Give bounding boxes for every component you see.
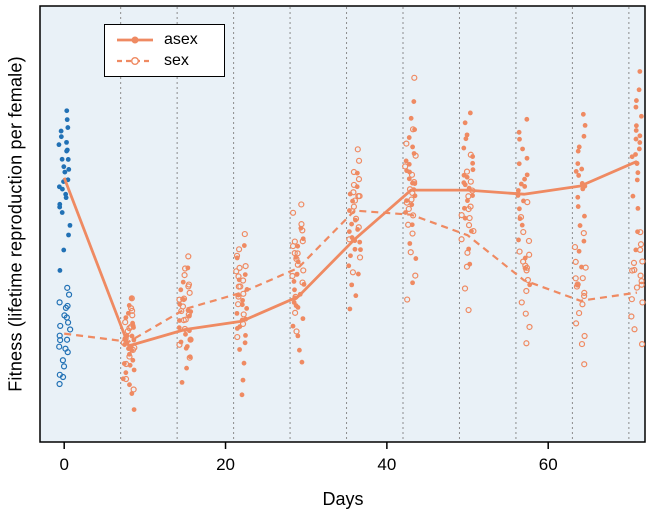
legend-label-sex: sex — [164, 52, 189, 69]
sex-line-sample — [117, 57, 153, 65]
legend-item-sex: sex — [115, 52, 198, 69]
legend-label-asex: asex — [164, 31, 198, 48]
x-axis-ticks: 0 20 40 60 — [59, 442, 558, 474]
asex-line-sample — [117, 36, 153, 44]
y-axis-label: Fitness (lifetime reproduction per femal… — [5, 56, 26, 392]
gridlines — [120, 7, 630, 441]
x-tick-label: 40 — [377, 455, 396, 474]
mean-line-asex — [62, 160, 638, 348]
legend-item-asex: asex — [115, 31, 198, 48]
x-tick-label: 0 — [59, 455, 68, 474]
mean-line-sex — [64, 209, 638, 343]
scatter-sex — [56, 74, 646, 393]
x-tick-label: 60 — [539, 455, 558, 474]
legend: asex sex — [104, 24, 225, 77]
x-axis-label: Days — [322, 489, 364, 509]
x-tick-label: 20 — [216, 455, 235, 474]
